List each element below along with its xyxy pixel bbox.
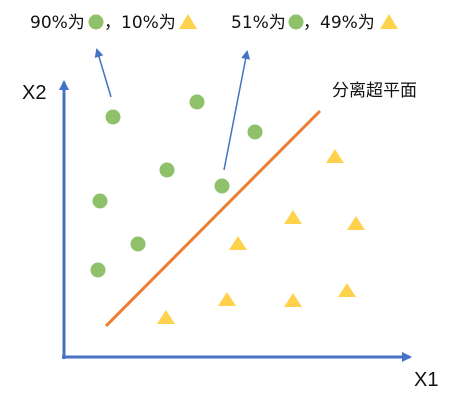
circle-point	[105, 109, 121, 125]
circle-points	[90, 94, 263, 278]
circle-point	[214, 178, 230, 194]
pointer-arrow-right	[223, 50, 251, 171]
triangle-point	[229, 236, 247, 250]
hyperplane-label: 分离超平面	[332, 81, 417, 101]
circle-point	[247, 124, 263, 140]
triangle-point	[284, 293, 302, 307]
annotation-right-part1: 51%为	[231, 13, 286, 33]
annotation-left-triangle-icon	[179, 14, 197, 29]
triangle-point	[338, 283, 356, 297]
triangle-points	[157, 149, 365, 324]
y-axis-label: X2	[22, 82, 46, 104]
annotation-right-circle-icon	[288, 14, 304, 30]
annotation-left-circle-icon	[88, 14, 104, 30]
x-axis-label: X1	[414, 369, 438, 391]
circle-point	[159, 162, 175, 178]
circle-point	[130, 236, 146, 252]
annotation-left-part2: ，10%为	[104, 13, 176, 33]
triangle-point	[326, 149, 344, 163]
circle-point	[92, 193, 108, 209]
annotation-right-part2: ，49%为	[303, 13, 375, 33]
triangle-point	[347, 216, 365, 230]
pointer-arrow-left	[94, 48, 112, 98]
triangle-point	[284, 210, 302, 224]
triangle-point	[218, 292, 236, 306]
annotation-right-triangle-icon	[380, 14, 398, 29]
annotation-left-part1: 90%为	[30, 13, 85, 33]
triangle-point	[157, 310, 175, 324]
circle-point	[90, 262, 106, 278]
separating-hyperplane	[104, 109, 322, 328]
circle-point	[189, 94, 205, 110]
